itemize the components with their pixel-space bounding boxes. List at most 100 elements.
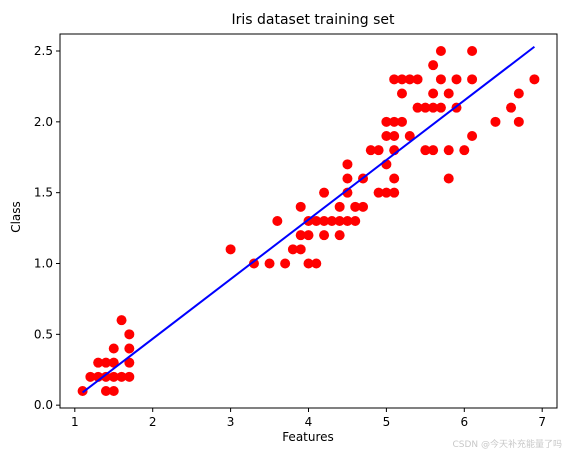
y-tick-label: 1.0 — [34, 257, 53, 271]
scatter-point — [459, 145, 470, 156]
scatter-point — [428, 102, 439, 113]
scatter-point — [319, 230, 330, 241]
scatter-point — [334, 230, 345, 241]
scatter-point — [108, 343, 119, 354]
scatter-point — [311, 216, 322, 226]
scatter-point — [373, 187, 384, 198]
scatter-point — [412, 74, 423, 85]
scatter-point — [389, 187, 400, 198]
scatter-point — [319, 187, 330, 198]
scatter-point — [428, 145, 439, 156]
scatter-point — [295, 244, 306, 255]
scatter-point — [272, 216, 283, 226]
y-tick-label: 0.5 — [34, 327, 53, 341]
scatter-point — [389, 116, 400, 127]
plot-marks — [77, 45, 540, 396]
scatter-point — [85, 371, 96, 382]
scatter-point — [373, 145, 384, 156]
scatter-point — [381, 131, 392, 141]
scatter-point — [404, 131, 415, 141]
scatter-point — [404, 74, 415, 85]
scatter-point — [248, 258, 259, 269]
scatter-point — [225, 244, 236, 255]
scatter-point — [311, 258, 322, 269]
y-tick-label: 1.5 — [34, 186, 53, 200]
scatter-point — [435, 46, 446, 56]
y-tick-label: 2.0 — [34, 115, 53, 129]
x-tick-label: 6 — [460, 415, 468, 429]
scatter-point — [124, 343, 135, 354]
scatter-point — [412, 102, 423, 113]
scatter-point — [303, 258, 314, 269]
scatter-point — [365, 145, 376, 156]
y-axis-label: Class — [9, 201, 23, 233]
scatter-point — [451, 74, 462, 85]
scatter-point — [358, 201, 369, 212]
scatter-point — [428, 88, 439, 99]
scatter-point — [124, 329, 135, 340]
scatter-point — [280, 258, 291, 269]
scatter-point — [389, 131, 400, 141]
scatter-point — [490, 116, 501, 127]
x-tick-label: 4 — [305, 415, 313, 429]
scatter-point — [287, 244, 298, 255]
scatter-point — [100, 386, 111, 396]
scatter-point — [295, 201, 306, 212]
scatter-point — [443, 145, 454, 156]
scatter-point — [319, 216, 330, 226]
scatter-point — [435, 102, 446, 113]
scatter-point — [334, 201, 345, 212]
scatter-point — [396, 116, 407, 127]
scatter-point — [77, 386, 88, 396]
axes: 1 2 3 4 5 6 7 0.0 0.5 1.0 1.5 2.0 2.5 — [34, 33, 558, 429]
x-tick-label: 5 — [383, 415, 391, 429]
scatter-point — [428, 60, 439, 71]
watermark: CSDN @今天补充能量了吗 — [452, 438, 562, 450]
scatter-point — [303, 230, 314, 241]
scatter-point — [467, 131, 478, 141]
scatter-point — [326, 216, 337, 226]
scatter-point — [389, 74, 400, 85]
scatter-point — [420, 102, 431, 113]
scatter-point — [396, 74, 407, 85]
scatter-point — [93, 357, 104, 368]
x-axis-ticks: 1 2 3 4 5 6 7 — [71, 408, 546, 429]
x-tick-label: 1 — [71, 415, 79, 429]
x-tick-label: 2 — [149, 415, 157, 429]
scatter-point — [350, 201, 361, 212]
scatter-point — [124, 357, 135, 368]
scatter-point — [350, 216, 361, 226]
scatter-point — [513, 88, 524, 99]
scatter-point — [116, 315, 127, 326]
scatter-point — [389, 173, 400, 184]
scatter-point — [443, 88, 454, 99]
x-tick-label: 3 — [227, 415, 235, 429]
scatter-point — [334, 216, 345, 226]
scatter-point — [116, 371, 127, 382]
scatter-point — [264, 258, 275, 269]
scatter-point — [381, 187, 392, 198]
regression-line — [81, 45, 536, 394]
scatter-point — [342, 187, 353, 198]
scatter-point — [513, 116, 524, 127]
scatter-point — [108, 386, 119, 396]
scatter-point — [435, 74, 446, 85]
scatter-point — [420, 145, 431, 156]
scatter-point — [108, 357, 119, 368]
x-axis-label: Features — [282, 430, 334, 444]
scatter-point — [529, 74, 540, 85]
scatter-point — [506, 102, 517, 113]
scatter-point — [443, 173, 454, 184]
scatter-point — [295, 230, 306, 241]
y-tick-label: 0.0 — [34, 398, 53, 412]
scatter-point — [342, 173, 353, 184]
scatter-point — [342, 159, 353, 170]
chart-title: Iris dataset training set — [232, 12, 395, 28]
y-axis-ticks: 0.0 0.5 1.0 1.5 2.0 2.5 — [34, 44, 60, 412]
y-tick-label: 2.5 — [34, 44, 53, 58]
scatter-point — [100, 357, 111, 368]
x-tick-label: 7 — [538, 415, 546, 429]
scatter-point — [467, 46, 478, 56]
scatter-point — [124, 371, 135, 382]
